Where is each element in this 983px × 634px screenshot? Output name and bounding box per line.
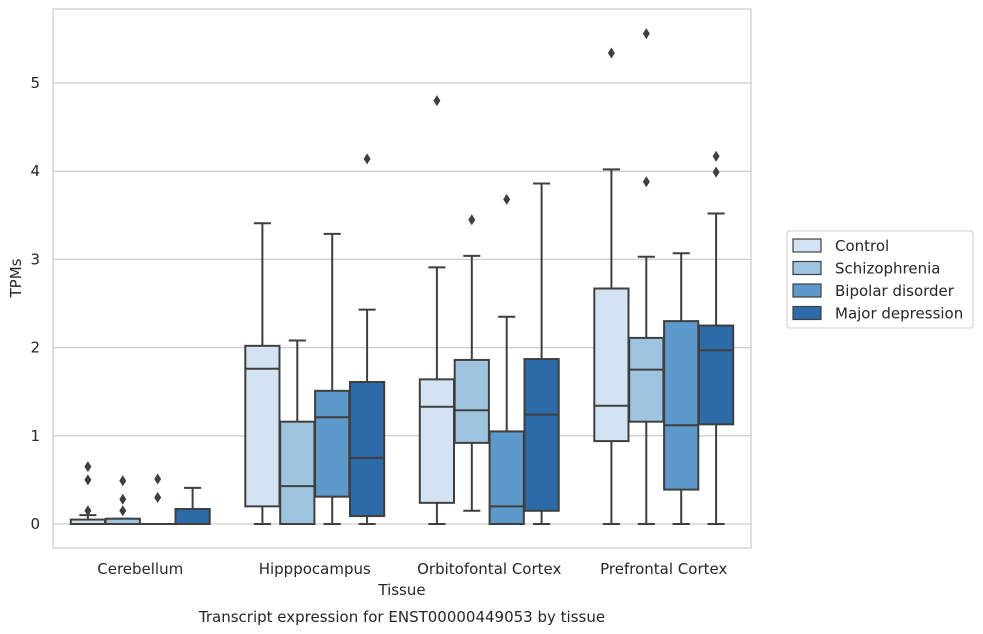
box-iqr (523, 358, 560, 512)
box-3-2 (523, 182, 560, 525)
y-tick-label: 0 (30, 515, 40, 533)
box-groups (69, 28, 735, 526)
box-3-1 (348, 153, 386, 525)
legend-label: Major depression (835, 305, 963, 323)
outlier-marker (433, 95, 441, 107)
box-1-3 (628, 28, 665, 525)
box-iqr (593, 287, 630, 443)
box-2-0 (139, 473, 176, 526)
outlier-marker (84, 505, 92, 517)
outlier-marker (119, 475, 127, 487)
box-iqr (174, 508, 211, 526)
legend-swatch (792, 283, 822, 298)
outlier-marker (84, 474, 92, 486)
outlier-marker (154, 492, 162, 504)
outlier-marker (607, 47, 615, 59)
outlier-marker (84, 461, 92, 473)
box-0-0 (69, 461, 107, 526)
box-3-0 (174, 486, 211, 526)
box-iqr (418, 378, 456, 504)
x-tick-label: Prefrontal Cortex (600, 560, 727, 578)
legend-swatch (792, 238, 822, 253)
box-iqr (488, 430, 525, 526)
box-1-0 (104, 475, 141, 526)
outlier-marker (712, 166, 720, 178)
box-2-2 (488, 193, 525, 526)
outlier-marker (154, 473, 162, 485)
legend-swatch (792, 260, 822, 276)
box-1-1 (279, 339, 316, 525)
x-tick-label: Cerebellum (97, 560, 183, 578)
y-tick-label: 1 (30, 427, 40, 445)
x-axis: Cerebellum Hipppocampus Orbitofontal Corte… (97, 560, 727, 578)
outlier-marker (363, 153, 371, 165)
outlier-marker (642, 176, 650, 188)
box-0-1 (244, 222, 281, 525)
box-2-1 (314, 232, 351, 525)
x-tick-label: Orbitofontal Cortex (417, 560, 561, 578)
box-0-3 (593, 47, 630, 525)
legend-swatch (792, 305, 822, 321)
outlier-marker (503, 193, 511, 205)
legend-box (786, 230, 974, 329)
outlier-marker (712, 150, 720, 162)
y-tick-label: 2 (30, 339, 40, 357)
box-iqr (697, 324, 735, 426)
legend-label: Schizophrenia (835, 260, 940, 278)
legend-label: Bipolar disorder (835, 282, 955, 300)
y-tick-label: 4 (30, 162, 40, 180)
plot-frame (52, 8, 752, 549)
box-iqr (314, 389, 351, 498)
box-iqr (663, 320, 700, 491)
grid-lines (53, 82, 751, 525)
chart-caption: Transcript expression for ENST0000044905… (198, 608, 605, 626)
y-tick-label: 3 (30, 250, 40, 268)
x-axis-label: Tissue (377, 581, 425, 599)
box-1-2 (453, 214, 490, 512)
outlier-marker (119, 493, 127, 505)
box-iqr (628, 336, 665, 423)
outlier-marker (642, 28, 650, 40)
box-iqr (348, 380, 386, 518)
outlier-marker (468, 214, 476, 226)
y-tick-label: 5 (30, 74, 40, 92)
x-tick-label: Hipppocampus (259, 560, 371, 578)
y-axis-label: TPMs (7, 258, 25, 298)
box-2-3 (663, 252, 700, 525)
box-iqr (244, 344, 281, 508)
y-axis: 0 1 2 3 4 5 (30, 74, 40, 533)
legend: Control Schizophrenia Bipolar disorder Majo… (786, 230, 974, 329)
box-iqr (453, 358, 490, 444)
box-iqr (279, 420, 316, 525)
legend-label: Control (835, 237, 889, 255)
outlier-marker (119, 505, 127, 517)
box-3-3 (697, 150, 735, 525)
box-0-2 (418, 95, 456, 525)
